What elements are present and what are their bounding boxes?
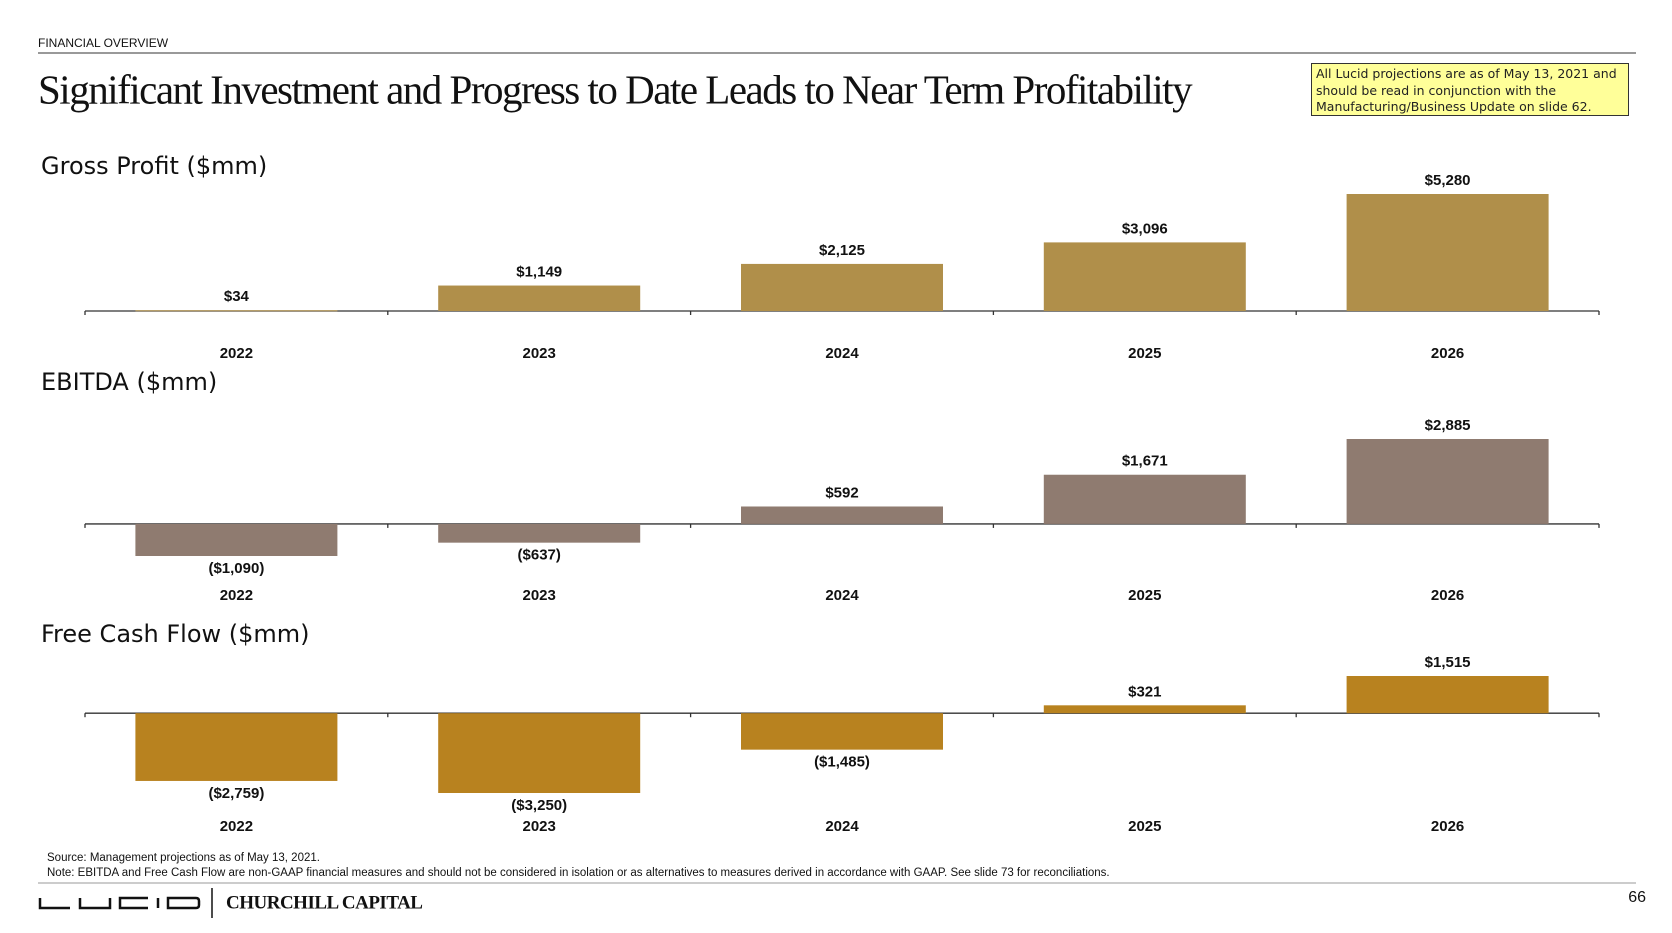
bar <box>135 310 338 312</box>
value-label: $3,096 <box>1122 220 1168 237</box>
value-label: ($3,250) <box>511 797 567 814</box>
category-label: 2024 <box>825 587 859 604</box>
bar <box>1346 194 1549 311</box>
value-label: $1,671 <box>1122 453 1168 470</box>
value-label: $1,515 <box>1425 654 1471 671</box>
bar <box>135 523 338 556</box>
category-label: 2022 <box>220 818 253 835</box>
value-label: $2,885 <box>1425 417 1471 434</box>
value-label: $1,149 <box>516 264 562 281</box>
bar <box>438 713 641 793</box>
value-label: ($1,485) <box>814 754 870 771</box>
bar <box>741 263 943 311</box>
category-label: 2025 <box>1128 345 1161 362</box>
category-label: 2024 <box>825 818 859 835</box>
value-label: ($2,759) <box>208 785 264 802</box>
value-label: $34 <box>224 288 250 305</box>
bar <box>741 713 943 750</box>
bar <box>1346 676 1549 714</box>
value-label: $5,280 <box>1425 172 1471 189</box>
value-label: $592 <box>825 484 858 501</box>
chart-title: Gross Profit ($mm) <box>41 152 267 180</box>
chart-title: Free Cash Flow ($mm) <box>41 620 310 648</box>
category-label: 2026 <box>1431 345 1464 362</box>
value-label: ($637) <box>518 547 561 564</box>
category-label: 2025 <box>1128 818 1161 835</box>
brand: CHURCHILL CAPITAL <box>226 892 422 913</box>
bar <box>1043 242 1246 311</box>
projection-note: All Lucid projections are as of May 13, … <box>1311 63 1629 116</box>
bar <box>438 523 641 543</box>
bar <box>741 506 943 524</box>
source-note: Source: Management projections as of May… <box>47 852 320 864</box>
bar <box>1043 474 1246 524</box>
category-label: 2023 <box>523 818 556 835</box>
value-label: ($1,090) <box>208 560 264 577</box>
category-label: 2026 <box>1431 587 1464 604</box>
category-label: 2023 <box>523 345 556 362</box>
chart-title: EBITDA ($mm) <box>41 368 217 396</box>
bar <box>1346 439 1549 524</box>
category-label: 2022 <box>220 587 253 604</box>
bar <box>1043 705 1246 714</box>
slide-title: Significant Investment and Progress to D… <box>38 66 1193 112</box>
bar <box>135 713 338 781</box>
category-label: 2022 <box>220 345 253 362</box>
category-label: 2023 <box>523 587 556 604</box>
value-label: $2,125 <box>819 242 865 259</box>
disclaimer-note: Note: EBITDA and Free Cash Flow are non-… <box>47 867 1110 879</box>
value-label: $321 <box>1128 683 1161 700</box>
section-label: FINANCIAL OVERVIEW <box>38 36 169 50</box>
category-label: 2025 <box>1128 587 1161 604</box>
category-label: 2024 <box>825 345 859 362</box>
lucid-logo <box>38 896 201 910</box>
category-label: 2026 <box>1431 818 1464 835</box>
bar <box>438 285 641 311</box>
page-number: 66 <box>1628 889 1646 906</box>
